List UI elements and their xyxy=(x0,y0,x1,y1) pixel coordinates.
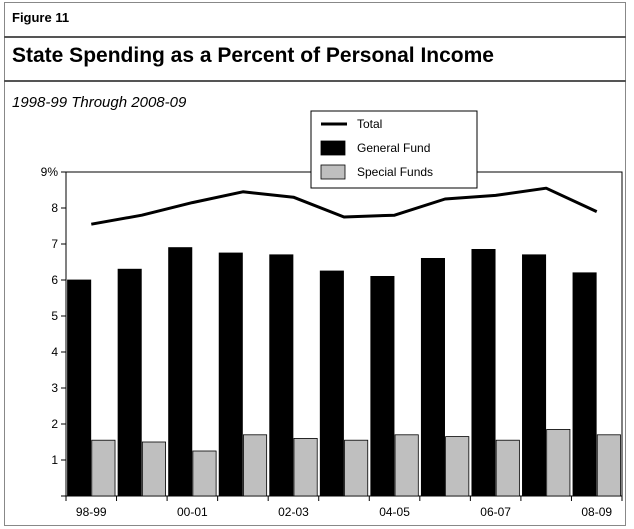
y-tick-label: 3 xyxy=(51,381,58,395)
figure-frame xyxy=(4,2,626,526)
y-tick-label: 1 xyxy=(51,453,58,467)
legend-swatch-general-fund xyxy=(320,140,346,156)
bar-general-fund xyxy=(67,279,92,497)
chart-title: State Spending as a Percent of Personal … xyxy=(12,44,494,67)
line-total xyxy=(91,186,598,226)
legend-label: Total xyxy=(357,117,382,131)
bar-special-funds xyxy=(344,439,369,497)
legend: Total General Fund Special Funds xyxy=(310,110,478,189)
bar-general-fund xyxy=(420,257,445,497)
bar-special-funds xyxy=(445,436,470,497)
bar-general-fund xyxy=(168,247,193,497)
bar-special-funds xyxy=(394,434,419,497)
bar-general-fund xyxy=(269,254,294,497)
x-tick-label: 02-03 xyxy=(278,505,309,519)
title-rule-bottom xyxy=(4,80,626,82)
line-marks xyxy=(91,186,598,226)
y-tick-label: 5 xyxy=(51,309,58,323)
bar-general-fund xyxy=(370,275,395,497)
y-tick-label: 7 xyxy=(51,237,58,251)
x-tick-label: 04-05 xyxy=(379,505,410,519)
title-rule-top xyxy=(4,36,626,38)
legend-label: Special Funds xyxy=(357,165,433,179)
x-tick-label: 98-99 xyxy=(76,505,107,519)
legend-swatch-special-funds xyxy=(320,164,346,180)
bar-special-funds xyxy=(192,450,217,497)
x-tick-label: 00-01 xyxy=(177,505,208,519)
bar-special-funds xyxy=(596,434,621,497)
bar-special-funds xyxy=(91,439,116,497)
legend-label: General Fund xyxy=(357,141,430,155)
bar-general-fund xyxy=(117,268,142,497)
bar-general-fund xyxy=(319,270,344,497)
bar-general-fund xyxy=(572,272,597,497)
y-tick-label: 4 xyxy=(51,345,58,359)
chart-subtitle: 1998-99 Through 2008-09 xyxy=(12,94,187,111)
figure-label: Figure 11 xyxy=(12,10,70,25)
bar-general-fund xyxy=(522,254,547,497)
x-tick-label: 08-09 xyxy=(581,505,612,519)
bar-marks xyxy=(67,247,621,497)
bar-special-funds xyxy=(293,437,318,497)
bar-special-funds xyxy=(546,428,571,497)
x-tick-label: 06-07 xyxy=(480,505,511,519)
y-tick-label: 2 xyxy=(51,417,58,431)
y-tick-label: 6 xyxy=(51,273,58,287)
bar-general-fund xyxy=(471,248,496,497)
bar-special-funds xyxy=(243,434,268,497)
bar-special-funds xyxy=(141,441,166,497)
y-tick-label: 8 xyxy=(51,201,58,215)
bar-general-fund xyxy=(218,252,243,497)
x-axis: 98-99 00-01 02-03 04-05 06-07 08-09 xyxy=(65,496,623,519)
bar-special-funds xyxy=(495,439,520,497)
y-tick-label: 9% xyxy=(41,165,59,179)
